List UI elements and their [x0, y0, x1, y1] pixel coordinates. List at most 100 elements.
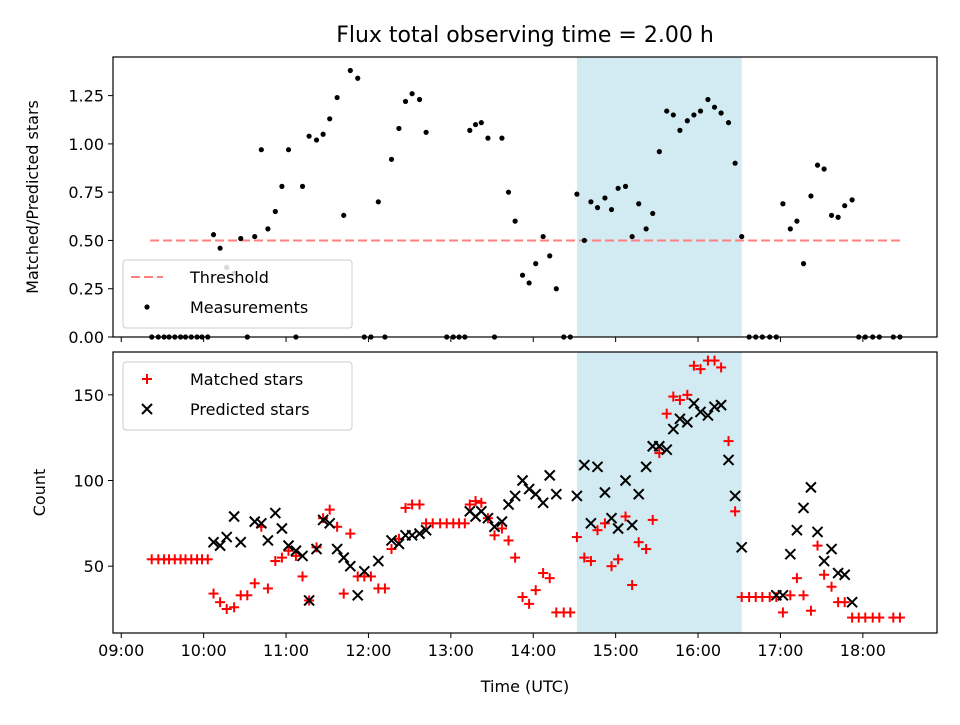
data-point	[272, 208, 278, 215]
data-point	[605, 512, 618, 524]
data-point	[296, 550, 309, 562]
y-axis-label: Matched/Predicted stars	[23, 100, 42, 294]
data-point	[290, 550, 301, 561]
data-point	[668, 391, 679, 402]
data-point	[279, 183, 285, 189]
data-point-stroke	[338, 551, 350, 564]
data-point-stroke	[591, 461, 604, 473]
data-point-stroke	[661, 443, 673, 456]
data-point	[282, 539, 295, 552]
data-point	[324, 517, 336, 530]
data-point-stroke	[358, 565, 371, 578]
y-tick-label: 150	[73, 386, 104, 405]
data-point-stroke	[530, 488, 542, 500]
data-point	[578, 459, 591, 471]
data-point	[677, 127, 683, 133]
data-point	[839, 597, 850, 608]
data-point	[221, 531, 233, 543]
legend-label: Measurements	[190, 298, 308, 317]
data-point	[516, 474, 529, 487]
data-point	[581, 237, 587, 244]
data-point	[396, 125, 402, 132]
data-point-stroke	[626, 519, 638, 531]
data-point	[524, 598, 535, 609]
data-point	[835, 214, 841, 220]
data-point-stroke	[372, 555, 385, 567]
data-point	[629, 233, 635, 240]
data-point	[619, 474, 632, 487]
data-point	[661, 443, 673, 456]
data-point-stroke	[296, 550, 309, 562]
data-point	[365, 571, 376, 582]
data-point	[517, 592, 528, 603]
data-point	[800, 261, 807, 267]
legend-label: Predicted stars	[190, 400, 310, 419]
data-point	[643, 226, 649, 232]
data-point	[388, 156, 395, 162]
data-point-stroke	[688, 397, 700, 410]
data-point	[674, 394, 685, 405]
data-point-stroke	[694, 406, 707, 418]
data-point-stroke	[324, 517, 336, 530]
data-point-stroke	[393, 538, 405, 550]
data-point-stroke	[502, 498, 515, 511]
data-point-stroke	[653, 440, 666, 452]
data-point	[489, 530, 500, 541]
data-point	[697, 108, 704, 114]
data-point-stroke	[832, 567, 844, 579]
data-point	[606, 561, 617, 572]
data-point	[729, 490, 741, 502]
x-axis-label: Time (UTC)	[480, 677, 569, 696]
data-point	[249, 515, 261, 528]
y-axis-label: Count	[30, 469, 49, 517]
data-point	[544, 573, 555, 584]
data-point	[874, 612, 885, 623]
data-point	[722, 454, 735, 466]
data-point-stroke	[729, 490, 741, 502]
data-point	[612, 522, 624, 535]
y-tick-label: 0.75	[68, 183, 104, 202]
data-point	[499, 135, 505, 141]
data-point	[265, 226, 271, 232]
data-point	[591, 461, 604, 473]
data-point	[235, 536, 247, 548]
legend-box	[122, 259, 353, 329]
data-point	[341, 212, 347, 218]
data-point	[255, 517, 268, 530]
data-point	[730, 506, 741, 517]
legend-label: Matched stars	[190, 370, 303, 389]
data-point	[345, 528, 356, 539]
data-point	[777, 607, 788, 618]
data-point	[252, 233, 258, 240]
y-tick-label: 0.50	[68, 231, 104, 250]
data-point-stroke	[290, 545, 302, 557]
data-point	[780, 201, 786, 207]
data-point	[715, 399, 727, 411]
data-point	[894, 612, 905, 623]
data-point	[550, 488, 563, 500]
data-point	[310, 543, 323, 555]
data-point-stroke	[839, 569, 851, 581]
data-point-stroke	[235, 536, 247, 548]
data-point-stroke	[255, 517, 268, 530]
data-point	[544, 469, 556, 482]
data-point-stroke	[317, 514, 329, 526]
data-point	[338, 588, 349, 599]
legend-handle-stroke	[141, 403, 153, 415]
data-point	[608, 206, 615, 213]
data-point	[811, 526, 824, 538]
data-point	[228, 510, 240, 523]
data-point	[553, 286, 559, 292]
data-point	[290, 545, 302, 557]
legend-box	[122, 361, 353, 431]
data-point	[318, 513, 329, 524]
data-point	[385, 534, 398, 547]
data-point	[285, 147, 292, 153]
data-point	[664, 108, 670, 114]
y-tick-label: 1.00	[68, 135, 104, 154]
data-point	[819, 569, 830, 580]
data-point	[324, 504, 335, 515]
observing-window-highlight	[576, 57, 742, 337]
observing-window-highlight	[576, 352, 742, 633]
data-point	[684, 118, 690, 124]
